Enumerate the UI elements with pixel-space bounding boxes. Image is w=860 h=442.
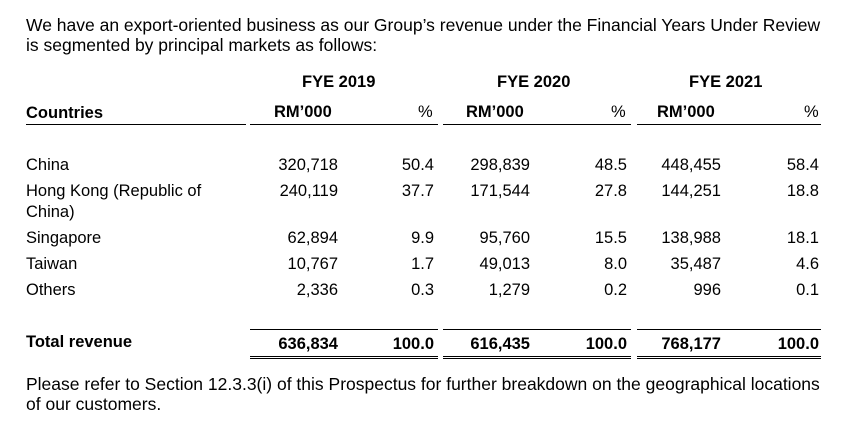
country-cell: Singapore [26, 229, 102, 247]
value-2020: 298,839 [470, 156, 530, 174]
value-2020: 1,279 [488, 281, 530, 299]
value-2021: 448,455 [661, 156, 721, 174]
countries-header: Countries [26, 104, 104, 122]
value-2020: 49,013 [479, 255, 530, 273]
rule-2020 [443, 124, 631, 125]
pct-2020: 15.5 [594, 229, 627, 247]
rm-header-2019: RM’000 [274, 103, 332, 121]
value-2020: 95,760 [479, 229, 530, 247]
value-2019: 240,119 [279, 182, 338, 200]
pct-header-2019: % [418, 103, 433, 121]
note-paragraph: Please refer to Section 12.3.3(i) of thi… [26, 374, 820, 414]
rm-header-2020: RM’000 [466, 103, 524, 121]
pct-2020: 48.5 [594, 156, 627, 174]
total-pct-2020: 100.0 [585, 335, 627, 353]
total-double-rule-2020 [443, 356, 631, 359]
country-cell: Others [26, 281, 76, 299]
total-pct-2019: 100.0 [392, 335, 434, 353]
rule-2019 [250, 124, 438, 125]
rm-header-2021: RM’000 [657, 103, 715, 121]
total-double-rule-2019 [250, 356, 438, 359]
pct-header-2020: % [611, 103, 626, 121]
total-top-rule-2021 [637, 329, 821, 330]
value-2021: 35,487 [670, 255, 721, 273]
pct-2019: 50.4 [401, 156, 434, 174]
year-header-2021: FYE 2021 [689, 73, 763, 91]
total-value-2021: 768,177 [661, 335, 721, 353]
pct-2021: 58.4 [786, 156, 819, 174]
pct-2019: 1.7 [411, 255, 434, 273]
pct-2019: 0.3 [411, 281, 434, 299]
pct-2021: 18.1 [786, 229, 819, 247]
pct-2020: 0.2 [604, 281, 627, 299]
total-double-rule-2021 [637, 356, 821, 359]
value-2019: 2,336 [296, 281, 338, 299]
value-2021: 138,988 [661, 229, 721, 247]
pct-2021: 18.8 [786, 182, 819, 200]
total-value-2020: 616,435 [470, 335, 530, 353]
pct-2021: 4.6 [796, 255, 819, 273]
year-header-2019: FYE 2019 [302, 73, 376, 91]
total-pct-2021: 100.0 [777, 335, 819, 353]
pct-header-2021: % [804, 103, 819, 121]
total-top-rule-2019 [250, 329, 438, 330]
pct-2019: 9.9 [411, 229, 434, 247]
rule-countries [26, 124, 246, 125]
rule-2021 [637, 124, 821, 125]
value-2021: 144,251 [661, 182, 721, 200]
total-label: Total revenue [26, 333, 133, 351]
value-2020: 171,544 [470, 182, 530, 200]
intro-paragraph: We have an export-oriented business as o… [26, 15, 821, 55]
value-2019: 10,767 [287, 255, 338, 273]
value-2019: 320,718 [278, 156, 338, 174]
country-cell-line2: China) [26, 203, 75, 221]
value-2021: 996 [693, 281, 721, 299]
value-2019: 62,894 [287, 229, 338, 247]
total-top-rule-2020 [443, 329, 631, 330]
pct-2020: 8.0 [604, 255, 627, 273]
pct-2020: 27.8 [594, 182, 627, 200]
country-cell-line1: Hong Kong (Republic of [26, 182, 202, 200]
year-header-2020: FYE 2020 [497, 73, 571, 91]
pct-2019: 37.7 [401, 182, 434, 200]
pct-2021: 0.1 [796, 281, 819, 299]
country-cell: China [26, 156, 70, 174]
country-cell: Taiwan [26, 255, 78, 273]
total-value-2019: 636,834 [278, 335, 338, 353]
